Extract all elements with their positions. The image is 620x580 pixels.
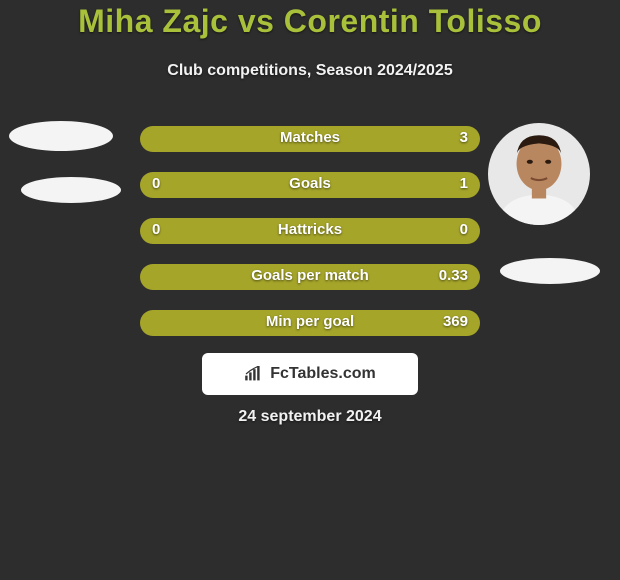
stat-label: Min per goal bbox=[140, 313, 480, 330]
stat-row: Matches3 bbox=[140, 126, 480, 152]
player-right-photo bbox=[488, 123, 590, 225]
page-title: Miha Zajc vs Corentin Tolisso bbox=[0, 3, 620, 40]
player-right-shape-2 bbox=[500, 258, 600, 284]
stat-value-right: 0.33 bbox=[439, 267, 468, 284]
stat-value-right: 3 bbox=[460, 129, 468, 146]
stat-value-left: 0 bbox=[152, 175, 160, 192]
comparison-card: Miha Zajc vs Corentin Tolisso Club compe… bbox=[0, 0, 620, 580]
stat-value-right: 369 bbox=[443, 313, 468, 330]
brand-text: FcTables.com bbox=[270, 365, 376, 383]
chart-icon bbox=[244, 366, 264, 382]
avatar-icon bbox=[488, 123, 590, 225]
brand-badge[interactable]: FcTables.com bbox=[202, 353, 418, 395]
player-left-shape-1 bbox=[9, 121, 113, 151]
stat-value-right: 1 bbox=[460, 175, 468, 192]
stat-label: Goals bbox=[140, 175, 480, 192]
stat-label: Goals per match bbox=[140, 267, 480, 284]
stat-value-right: 0 bbox=[460, 221, 468, 238]
stat-label: Matches bbox=[140, 129, 480, 146]
date-text: 24 september 2024 bbox=[0, 408, 620, 426]
stat-row: Goals0 1 bbox=[140, 172, 480, 198]
stat-row: Hattricks0 0 bbox=[140, 218, 480, 244]
stat-value-left: 0 bbox=[152, 221, 160, 238]
page-subtitle: Club competitions, Season 2024/2025 bbox=[0, 62, 620, 80]
stat-row: Goals per match0.33 bbox=[140, 264, 480, 290]
stat-label: Hattricks bbox=[140, 221, 480, 238]
player-left-shape-2 bbox=[21, 177, 121, 203]
stat-row: Min per goal369 bbox=[140, 310, 480, 336]
